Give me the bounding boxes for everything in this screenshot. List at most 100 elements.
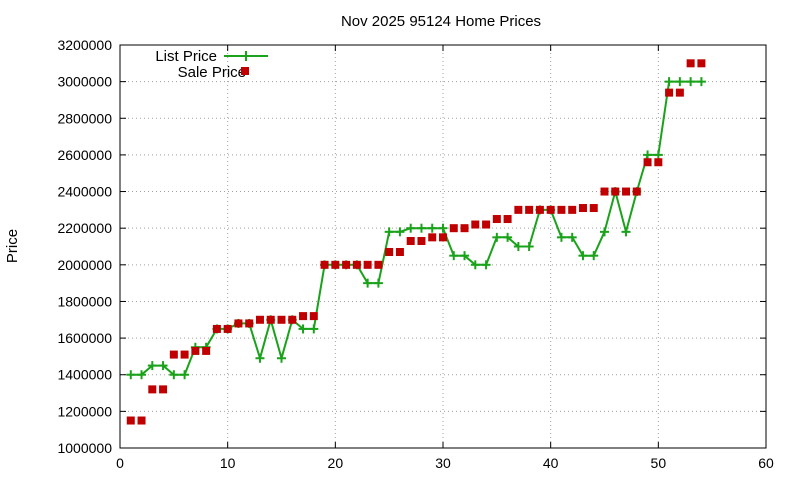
y-tick-label: 1400000: [57, 367, 112, 383]
data-point-sale-price: [223, 324, 232, 333]
data-point-list-price: [449, 251, 459, 261]
data-point-sale-price: [449, 224, 458, 233]
x-tick-label: 50: [651, 455, 667, 471]
x-tick-label: 40: [543, 455, 559, 471]
data-point-list-price: [653, 150, 663, 160]
data-point-list-price: [481, 260, 491, 270]
y-tick-label: 1600000: [57, 330, 112, 346]
data-point-sale-price: [277, 315, 286, 324]
data-point-sale-price: [245, 319, 254, 328]
x-tick-label: 10: [220, 455, 236, 471]
data-point-list-price: [373, 278, 383, 288]
y-tick-label: 1800000: [57, 293, 112, 309]
y-tick-label: 1000000: [57, 440, 112, 456]
y-tick-label: 3000000: [57, 74, 112, 90]
y-axis-label: Price: [4, 229, 21, 263]
data-point-list-price: [600, 227, 609, 237]
data-point-list-price: [158, 361, 168, 371]
data-point-list-price: [643, 150, 653, 160]
data-point-sale-price: [482, 220, 491, 229]
y-tick-label: 1200000: [57, 403, 112, 419]
y-tick-label: 2000000: [57, 257, 112, 273]
data-point-sale-price: [578, 204, 587, 213]
data-point-sale-price: [126, 416, 135, 425]
data-point-list-price: [126, 370, 136, 380]
data-point-list-price: [556, 232, 566, 242]
data-point-sale-price: [439, 233, 447, 242]
data-point-sale-price: [460, 224, 469, 233]
data-point-list-price: [384, 227, 394, 237]
data-point-sale-price: [352, 260, 361, 269]
data-point-list-price: [277, 353, 286, 363]
data-point-sale-price: [406, 237, 415, 246]
data-point-sale-price: [654, 158, 663, 167]
legend-marker-list-price: [241, 51, 251, 61]
data-point-list-price: [427, 223, 437, 233]
data-point-sale-price: [600, 187, 609, 196]
data-point-sale-price: [665, 88, 674, 97]
data-point-list-price: [675, 77, 685, 87]
y-tick-label: 2200000: [57, 220, 112, 236]
data-point-list-price: [470, 260, 480, 270]
data-point-list-price: [492, 232, 502, 242]
data-point-list-price: [589, 251, 599, 261]
data-point-list-price: [686, 77, 696, 87]
data-point-sale-price: [266, 315, 275, 324]
data-point-sale-price: [611, 187, 620, 196]
data-point-sale-price: [546, 205, 555, 214]
data-point-list-price: [169, 370, 179, 380]
data-point-list-price: [147, 361, 157, 371]
data-point-list-price: [180, 370, 190, 380]
chart-title: Nov 2025 95124 Home Prices: [341, 13, 541, 30]
legend-label-list-price: List Price: [155, 48, 217, 65]
data-point-list-price: [137, 370, 147, 380]
data-point-sale-price: [428, 233, 437, 242]
data-point-sale-price: [697, 59, 706, 68]
x-tick-label: 60: [758, 455, 774, 471]
data-point-sale-price: [374, 260, 383, 269]
data-point-sale-price: [686, 59, 695, 68]
legend: List Price Sale Price: [155, 48, 268, 81]
data-point-sale-price: [535, 205, 544, 214]
data-point-sale-price: [492, 215, 501, 224]
data-point-sale-price: [557, 205, 566, 214]
data-point-list-price: [298, 324, 308, 334]
data-point-sale-price: [202, 346, 211, 355]
data-point-sale-price: [342, 260, 351, 269]
y-tick-label: 2800000: [57, 110, 112, 126]
data-point-list-price: [621, 227, 631, 237]
legend-label-sale-price: Sale Price: [178, 64, 246, 81]
data-point-sale-price: [212, 324, 221, 333]
data-point-list-price: [524, 242, 534, 251]
data-point-sale-price: [471, 220, 480, 229]
data-point-list-price: [363, 278, 373, 288]
data-point-sale-price: [234, 319, 243, 328]
data-point-list-price: [438, 223, 448, 233]
data-point-sale-price: [622, 187, 631, 196]
y-tick-label: 2400000: [57, 184, 112, 200]
data-point-sale-price: [385, 247, 394, 256]
data-point-list-price: [416, 223, 426, 233]
data-point-sale-price: [255, 315, 264, 324]
data-point-list-price: [578, 251, 588, 261]
data-point-sale-price: [525, 205, 534, 214]
legend-swatch-sale-price: [241, 67, 249, 75]
data-point-list-price: [406, 223, 416, 233]
data-point-list-price: [513, 242, 523, 251]
data-point-sale-price: [514, 205, 523, 214]
x-tick-label: 20: [328, 455, 344, 471]
data-point-sale-price: [320, 260, 329, 269]
data-point-sale-price: [675, 88, 684, 97]
data-point-sale-price: [299, 312, 308, 321]
data-point-list-price: [395, 227, 405, 237]
data-point-sale-price: [632, 187, 641, 196]
data-point-sale-price: [288, 315, 297, 324]
y-tick-label: 3200000: [57, 37, 112, 53]
data-point-sale-price: [568, 205, 577, 214]
data-point-sale-price: [191, 346, 200, 355]
data-point-sale-price: [148, 385, 157, 394]
axis-ticks: 0 10 20 30 40 50 60 1000000 1200000 1400000 160000…: [57, 37, 774, 471]
y-tick-label: 2600000: [57, 147, 112, 163]
